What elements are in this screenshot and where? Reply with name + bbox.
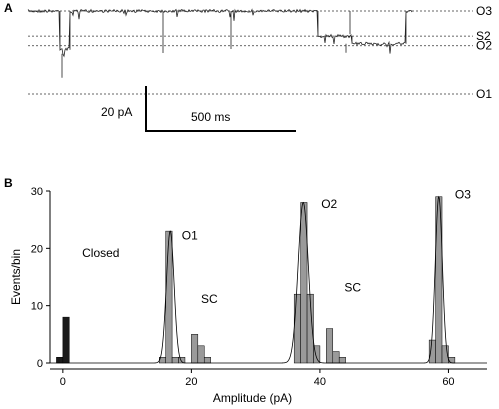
bar-open-12 — [332, 351, 340, 364]
y-axis-label: Events/bin — [9, 249, 23, 305]
histogram-annotations: Closed O1 SC O2 SC O3 — [82, 187, 471, 305]
annotation-o3-label: O3 — [455, 187, 471, 201]
bar-open-2 — [171, 357, 179, 364]
x-tick-label: 20 — [185, 376, 197, 388]
y-tick-label: 10 — [31, 301, 43, 313]
bar-open-8 — [300, 202, 308, 364]
level-label-o1: O1 — [476, 87, 492, 101]
histogram-bars — [56, 196, 456, 364]
level-label-o3: O3 — [476, 4, 492, 18]
panel-b-letter: B — [4, 176, 13, 190]
bar-closed-0 — [56, 357, 64, 364]
gaussian-fit — [50, 195, 487, 364]
scale-bar-time-label: 500 ms — [191, 110, 230, 124]
annotation-sc-label: SC — [344, 280, 361, 294]
bar-open-13 — [338, 357, 346, 364]
bar-open-17 — [448, 357, 456, 364]
bar-open-10 — [313, 345, 321, 364]
bar-open-6 — [203, 357, 211, 364]
level-label-o2: O2 — [476, 39, 492, 53]
annotation-o2-label: O2 — [321, 197, 337, 211]
bar-open-14 — [428, 339, 436, 364]
annotation-o1-label: O1 — [182, 229, 198, 243]
bar-closed-1 — [62, 316, 70, 364]
bar-open-5 — [197, 345, 205, 364]
y-tick-label: 30 — [31, 186, 43, 198]
scale-bar: 20 pA 500 ms — [101, 86, 296, 132]
x-tick-label: 40 — [314, 376, 326, 388]
y-tick-label: 20 — [31, 243, 43, 255]
bar-open-3 — [178, 357, 186, 364]
annotation-closed-label: Closed — [82, 246, 119, 260]
bar-open-16 — [441, 345, 449, 364]
histogram-axes: 0 10 20 30 0 20 40 60 — [31, 186, 487, 388]
x-tick-label: 60 — [442, 376, 454, 388]
annotation-sc-label: SC — [201, 292, 218, 306]
level-label-s2: S2 — [476, 29, 491, 43]
panel-a-letter: A — [4, 1, 13, 15]
scale-bar-current-label: 20 pA — [101, 105, 132, 119]
bar-open-11 — [326, 328, 334, 364]
bar-open-7 — [293, 293, 301, 364]
bar-open-1 — [165, 230, 173, 364]
bar-open-4 — [191, 334, 199, 364]
y-tick-label: 0 — [37, 358, 43, 370]
x-tick-label: 0 — [60, 376, 66, 388]
amplitude-histogram: 0 10 20 30 0 20 40 60 Closed O1 SC O2 SC O3 Amplitud… — [9, 186, 487, 405]
x-axis-label: Amplitude (pA) — [213, 391, 292, 405]
current-trace — [27, 8, 413, 78]
